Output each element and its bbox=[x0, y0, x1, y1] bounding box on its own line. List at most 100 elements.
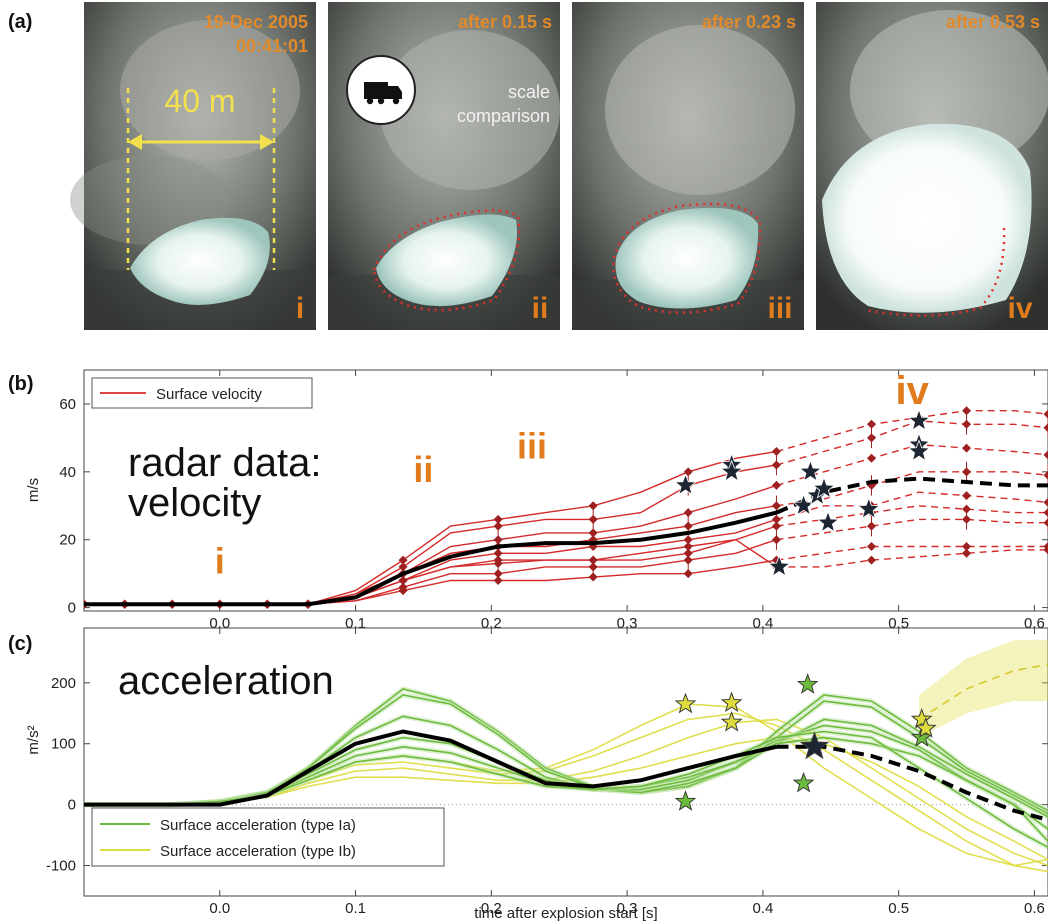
photo-iv-caption: after 0.53 s bbox=[946, 12, 1040, 32]
velocity-marker bbox=[493, 575, 503, 585]
velocity-stage-label: ii bbox=[413, 449, 433, 490]
velocity-y-label: m/s bbox=[25, 478, 42, 502]
legend-velocity-label: Surface velocity bbox=[156, 386, 262, 403]
velocity-star bbox=[812, 476, 836, 499]
velocity-marker bbox=[588, 555, 598, 565]
velocity-star bbox=[720, 459, 744, 482]
velocity-marker bbox=[683, 521, 693, 531]
velocity-mean-line bbox=[84, 510, 777, 607]
velocity-marker bbox=[1043, 508, 1048, 518]
acceleration-star bbox=[674, 692, 697, 714]
acceleration-legend: Surface acceleration (type Ia) Surface a… bbox=[91, 807, 445, 867]
velocity-marker bbox=[683, 569, 693, 579]
acceleration-star bbox=[674, 790, 697, 811]
photo-iii: after 0.23 s iii bbox=[572, 2, 804, 330]
photo-i-caption-2: 00:41:01 bbox=[236, 36, 308, 56]
acceleration-star bbox=[720, 691, 743, 713]
y-tick-label: 100 bbox=[51, 736, 76, 753]
velocity-marker bbox=[398, 562, 408, 572]
velocity-marker bbox=[866, 542, 876, 552]
velocity-marker bbox=[493, 558, 503, 568]
velocity-marker bbox=[683, 535, 693, 545]
acceleration-star bbox=[799, 731, 830, 760]
x-tick-label: 0.4 bbox=[752, 900, 773, 917]
velocity-legend: Surface velocity bbox=[91, 377, 313, 409]
velocity-marker bbox=[1043, 409, 1048, 419]
acceleration-y-label: m/s² bbox=[25, 725, 42, 754]
velocity-marker bbox=[493, 548, 503, 558]
x-tick-label: 0.5 bbox=[888, 900, 909, 917]
x-tick-label: 0.6 bbox=[1024, 900, 1045, 917]
velocity-series-dashed bbox=[776, 491, 1048, 521]
acceleration-star bbox=[720, 710, 743, 732]
photo-iii-roman: iii bbox=[767, 292, 792, 325]
type-ib-uncertainty-band bbox=[919, 640, 1048, 738]
photo-iv-roman: iv bbox=[1007, 292, 1032, 325]
photo-iv: after 0.53 s iv bbox=[816, 2, 1048, 330]
velocity-marker bbox=[771, 446, 781, 456]
velocity-marker bbox=[1043, 545, 1048, 555]
y-tick-label: 40 bbox=[59, 464, 76, 481]
photo-iii-caption: after 0.23 s bbox=[702, 12, 796, 32]
velocity-marker bbox=[398, 555, 408, 565]
velocity-marker bbox=[866, 555, 876, 565]
velocity-marker bbox=[866, 433, 876, 443]
velocity-star bbox=[857, 497, 881, 520]
photo-ii: scale comparison after 0.15 s ii bbox=[328, 2, 560, 330]
velocity-star bbox=[673, 473, 697, 496]
velocity-marker bbox=[588, 572, 598, 582]
scale-comparison-1: scale bbox=[508, 82, 550, 102]
velocity-marker bbox=[866, 419, 876, 429]
velocity-marker bbox=[683, 542, 693, 552]
velocity-marker bbox=[588, 514, 598, 524]
velocity-marker bbox=[771, 521, 781, 531]
photo-i: 40 m 19-Dec 2005 00:41:01 i bbox=[70, 2, 316, 330]
velocity-marker bbox=[1043, 470, 1048, 480]
velocity-stage-label: iv bbox=[896, 369, 930, 413]
velocity-star bbox=[767, 554, 791, 577]
velocity-marker bbox=[962, 467, 972, 477]
acceleration-star bbox=[792, 771, 815, 793]
velocity-star bbox=[907, 408, 931, 431]
velocity-marker bbox=[962, 542, 972, 552]
velocity-annotation-2: velocity bbox=[128, 481, 261, 525]
y-tick-label: 60 bbox=[59, 396, 76, 413]
truck-icon bbox=[364, 82, 402, 105]
velocity-marker bbox=[962, 406, 972, 416]
velocity-stage-label: iii bbox=[517, 425, 547, 466]
velocity-star bbox=[798, 459, 822, 482]
acceleration-star bbox=[796, 673, 819, 694]
panel-label-a: (a) bbox=[8, 11, 32, 33]
y-tick-label: 20 bbox=[59, 532, 76, 549]
velocity-marker bbox=[493, 521, 503, 531]
photo-ii-caption: after 0.15 s bbox=[458, 12, 552, 32]
velocity-marker bbox=[771, 460, 781, 470]
velocity-marker bbox=[588, 501, 598, 511]
velocity-series-dashed bbox=[776, 471, 1048, 507]
velocity-marker bbox=[683, 508, 693, 518]
acceleration-data bbox=[84, 640, 1048, 873]
acceleration-star bbox=[914, 717, 937, 738]
x-tick-label: 0.3 bbox=[617, 900, 638, 917]
scale-comparison-2: comparison bbox=[457, 106, 550, 126]
photo-i-roman: i bbox=[296, 292, 304, 325]
velocity-marker bbox=[866, 453, 876, 463]
acceleration-mean-line bbox=[84, 729, 777, 807]
velocity-marker bbox=[588, 562, 598, 572]
acceleration-axis-ticks: 0.0 0.1 0.2 0.3 0.4 0.5 0.6 -100 0 100 200 bbox=[46, 628, 1048, 917]
y-tick-label: 0 bbox=[68, 797, 76, 814]
velocity-marker bbox=[962, 443, 972, 453]
velocity-marker bbox=[771, 535, 781, 545]
velocity-marker bbox=[493, 514, 503, 524]
type-ib-dashed bbox=[918, 663, 1048, 721]
acceleration-mean-dashed bbox=[776, 744, 1048, 822]
y-tick-label: 200 bbox=[51, 675, 76, 692]
velocity-stage-label: i bbox=[215, 541, 225, 582]
velocity-star bbox=[907, 439, 931, 462]
velocity-marker bbox=[962, 491, 972, 501]
scale-label: 40 m bbox=[164, 83, 235, 119]
acceleration-x-label: time after explosion start [s] bbox=[474, 905, 657, 922]
velocity-marker bbox=[1043, 423, 1048, 433]
velocity-marker bbox=[771, 514, 781, 524]
